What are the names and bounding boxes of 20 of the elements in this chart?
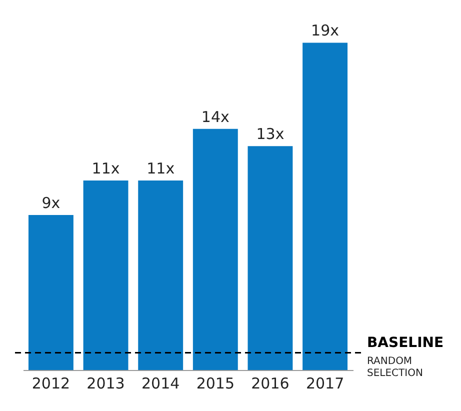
- data-label: 14x: [201, 108, 230, 126]
- bar: [138, 180, 184, 370]
- x-tick-label: 2013: [86, 374, 125, 392]
- data-label: 9x: [42, 194, 60, 212]
- ref-line-label: BASELINE: [367, 334, 444, 351]
- bar: [248, 146, 293, 370]
- data-label: 11x: [146, 160, 175, 178]
- bar: [192, 128, 238, 370]
- bar: [28, 214, 74, 370]
- x-tick-label: 2016: [251, 374, 290, 392]
- text: RANDOM SELECTION: [367, 356, 423, 379]
- x-tick-label: 2017: [306, 374, 344, 392]
- x-tick-label: 2012: [32, 374, 70, 392]
- bar: [302, 42, 348, 370]
- data-label: 13x: [256, 125, 284, 144]
- data-label: 11x: [92, 160, 120, 178]
- x-tick-label: 2015: [196, 374, 234, 392]
- data-label: 19x: [311, 22, 340, 40]
- x-tick-label: 2014: [142, 374, 180, 392]
- bar: [83, 180, 128, 370]
